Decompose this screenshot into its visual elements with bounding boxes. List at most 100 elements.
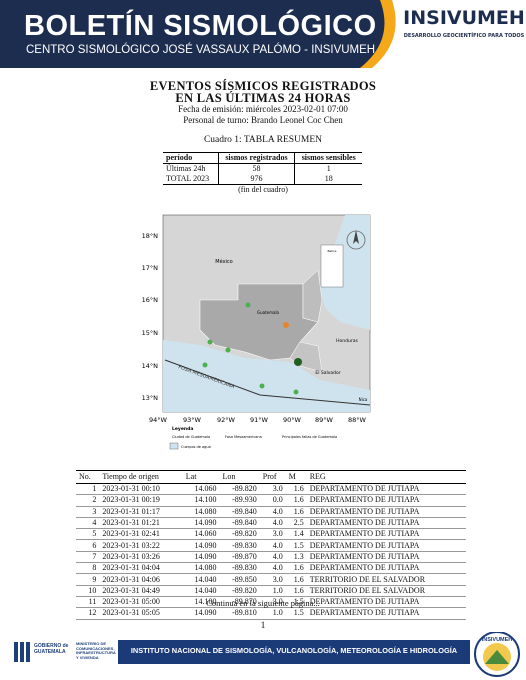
- cell: 11: [76, 596, 100, 609]
- cell: 2: [76, 494, 100, 507]
- cell: 58: [217, 163, 295, 174]
- cell: 1.6: [285, 562, 307, 575]
- header-art: INSIVUMEH DESARROLLO GEOCIENTÍFICO PARA …: [360, 0, 526, 68]
- events-table: No. Tiempo de origen Lat Lon Prof M REG 1 2023-0…: [76, 470, 466, 620]
- lat-label: 18°N: [142, 232, 159, 240]
- column-header: Prof: [259, 470, 286, 484]
- legend-title: Leyenda: [172, 426, 193, 432]
- column-header: sismos sensibles: [294, 152, 362, 164]
- cell: 1.6: [285, 494, 307, 507]
- cell: DEPARTAMENTO DE JUTIAPA: [306, 562, 466, 575]
- cell: 2023-01-31 04:04: [99, 562, 183, 575]
- cell: 14.040: [182, 573, 220, 586]
- cell: 4: [76, 517, 100, 530]
- cell: -89.930: [219, 494, 260, 507]
- cell: 2023-01-31 04:06: [99, 573, 183, 586]
- cell: 2023-01-31 05:05: [99, 607, 183, 620]
- lon-label: 89°W: [315, 416, 334, 424]
- logo-line: GUATEMALA: [34, 648, 66, 655]
- event-row: 4 2023-01-31 01:21 14.090 -89.840 4.0 2.5 DEPA…: [76, 517, 466, 530]
- header-band: INSIVUMEH DESARROLLO GEOCIENTÍFICO PARA …: [0, 0, 526, 68]
- cell: DEPARTAMENTO DE JUTIAPA: [306, 607, 466, 620]
- cell: 14.100: [182, 494, 220, 507]
- event-row: 12 2023-01-31 05:05 14.090 -89.810 1.0 1.5 DEP…: [76, 607, 466, 620]
- cell: -89.820: [219, 528, 260, 541]
- cell: 2023-01-31 01:17: [99, 506, 183, 518]
- cell: 1.6: [285, 573, 307, 586]
- column-header: No.: [76, 470, 100, 484]
- event-row: 6 2023-01-31 03:22 14.090 -89.830 4.0 1.5 DEPA…: [76, 539, 466, 552]
- summary-table: período sismos registrados sismos sensible…: [163, 152, 362, 185]
- footer-art: [14, 632, 520, 677]
- cell: 3.0: [259, 483, 286, 496]
- cell: -89.850: [219, 573, 260, 586]
- summary-row: TOTAL 2023 976 18: [163, 174, 362, 185]
- cell: 4.0: [259, 539, 286, 552]
- cell: 2023-01-31 00:19: [99, 494, 183, 507]
- institute-name: INSTITUTO NACIONAL DE SISMOLOGÍA, VULCAN…: [130, 646, 458, 655]
- event-row: 1 2023-01-31 00:10 14.060 -89.820 3.0 1.6 DEPA…: [76, 483, 466, 496]
- logo-tagline: DESARROLLO GEOCIENTÍFICO PARA TODOS: [404, 31, 525, 39]
- legend-item: Ciudad de Guatemala: [172, 435, 210, 439]
- cell: 3: [76, 506, 100, 518]
- cell: 10: [76, 585, 100, 597]
- cell: 14.100: [182, 596, 220, 609]
- cell: -89.870: [219, 551, 260, 564]
- event-row: 11 2023-01-31 05:00 14.100 -89.870 3.0 1.5 DEP…: [76, 596, 466, 609]
- cell: -89.870: [219, 596, 260, 609]
- cell: 0.0: [259, 494, 286, 507]
- cell: 8: [76, 562, 100, 575]
- event-row: 2 2023-01-31 00:19 14.100 -89.930 0.0 1.6 DEPA…: [76, 494, 466, 507]
- cell: 3.0: [259, 596, 286, 609]
- lon-label: 90°W: [283, 416, 302, 424]
- cell: 4.0: [259, 506, 286, 518]
- cell: 6: [76, 539, 100, 552]
- cell: 1.6: [285, 506, 307, 518]
- cell: 2023-01-31 03:26: [99, 551, 183, 564]
- cell: 1: [76, 483, 100, 496]
- lat-label: 13°N: [142, 394, 159, 402]
- legend-item: Principales fallas de Guatemala: [282, 435, 337, 439]
- lat-label: 17°N: [142, 264, 159, 272]
- cell: 1.5: [285, 539, 307, 552]
- cell: -89.820: [219, 483, 260, 496]
- cell: 12: [76, 607, 100, 620]
- column-header: período: [163, 152, 219, 164]
- cell: 1.6: [285, 585, 307, 597]
- cell: 976: [217, 174, 295, 185]
- column-header: sismos registrados: [217, 152, 295, 164]
- place-label: Belice: [327, 249, 336, 253]
- cell: 14.090: [182, 551, 220, 564]
- table-caption: Cuadro 1: TABLA RESUMEN: [203, 135, 323, 145]
- header-title: BOLETÍN SISMOLÓGICO: [24, 10, 377, 42]
- cell: TOTAL 2023: [166, 174, 210, 183]
- cell: 1.0: [259, 585, 286, 597]
- lat-label: 14°N: [142, 362, 159, 370]
- logo-line: INFRAESTRUCTURA: [76, 650, 116, 656]
- cell: DEPARTAMENTO DE JUTIAPA: [306, 539, 466, 552]
- column-header: Lat: [182, 470, 220, 484]
- event-row: 8 2023-01-31 04:04 14.080 -89.830 4.0 1.6 DEPA…: [76, 562, 466, 575]
- cell: 2023-01-31 01:21: [99, 517, 183, 530]
- lon-label: 92°W: [217, 416, 236, 424]
- summary-row: Últimas 24h 58 1: [163, 163, 362, 174]
- lat-label: 16°N: [142, 296, 159, 304]
- cell: 3.0: [259, 573, 286, 586]
- cell: -89.830: [219, 562, 260, 575]
- event-row: 9 2023-01-31 04:06 14.040 -89.850 3.0 1.6 TERR…: [76, 573, 466, 586]
- event-row: 3 2023-01-31 01:17 14.080 -89.840 4.0 1.6 DEPA…: [76, 506, 466, 518]
- cell: 14.090: [182, 539, 220, 552]
- cell: 2023-01-31 04:49: [99, 585, 183, 597]
- column-header: Tiempo de origen: [99, 470, 183, 484]
- place-label: Honduras: [336, 338, 358, 344]
- place-label: Nica: [359, 397, 368, 402]
- cell: -89.820: [219, 585, 260, 597]
- gov-logo: GOBIERNO de GUATEMALA: [34, 643, 68, 655]
- cell: -89.830: [219, 539, 260, 552]
- lon-label: 94°W: [149, 416, 168, 424]
- cell: 1.5: [285, 607, 307, 620]
- cell: 2023-01-31 02:41: [99, 528, 183, 541]
- cell: TERRITORIO DE EL SALVADOR: [306, 585, 466, 597]
- cell: 4.0: [259, 562, 286, 575]
- cell: 1.5: [285, 596, 307, 609]
